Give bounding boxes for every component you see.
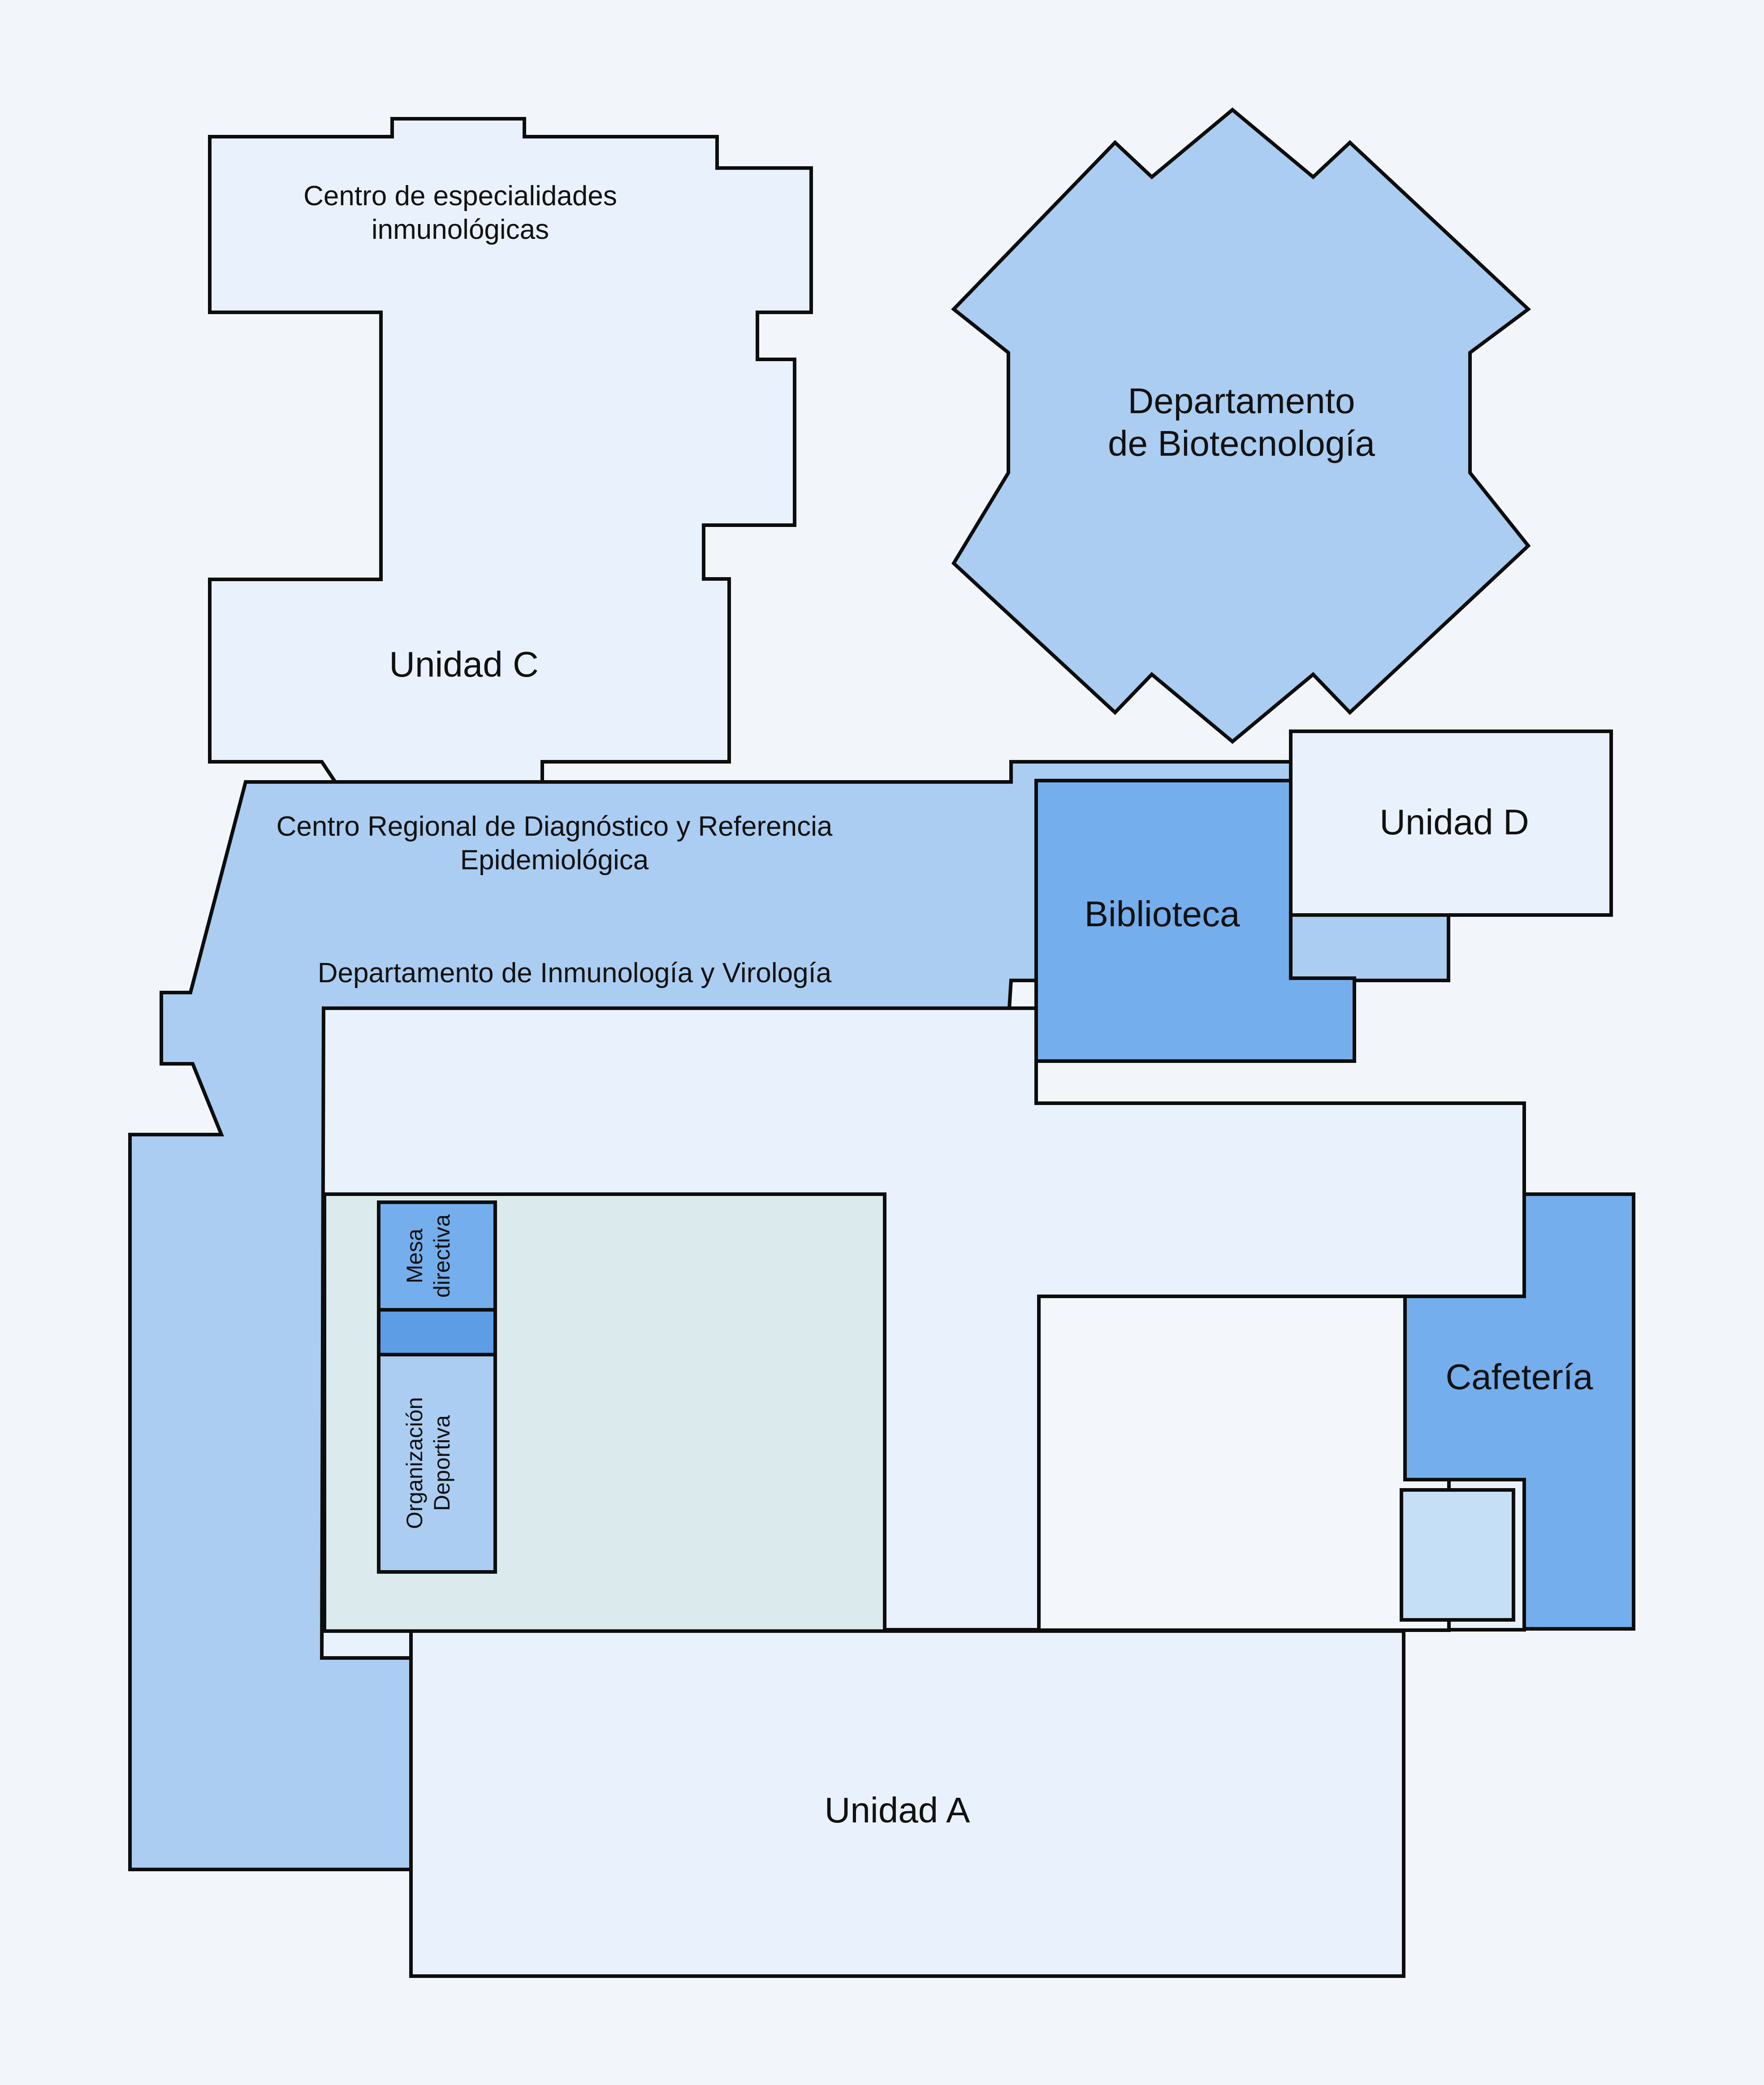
mesa-directiva-room[interactable] xyxy=(377,1200,497,1312)
biotecnologia-building[interactable] xyxy=(951,107,1531,744)
inmunologia-virologia-label: Departamento de Inmunología y Virología xyxy=(318,958,832,989)
unidad-c-label: Unidad C xyxy=(389,644,539,684)
unidad-c-wing-label-line2: inmunológicas xyxy=(372,214,549,245)
white-room[interactable] xyxy=(1037,1295,1451,1632)
unidad-c-building[interactable] xyxy=(208,117,813,784)
centro-regional-label-line1: Centro Regional de Diagnóstico y Referen… xyxy=(277,811,833,842)
organizacion-deportiva-room[interactable] xyxy=(377,1353,497,1574)
biblioteca-label: Biblioteca xyxy=(1085,894,1240,934)
biblioteca-building[interactable] xyxy=(1034,779,1356,1063)
cafeteria-label: Cafetería xyxy=(1445,1357,1593,1397)
organizacion-deportiva-label-line1: Organización xyxy=(402,1397,427,1529)
cafeteria-building[interactable] xyxy=(1403,1192,1635,1631)
biotecnologia-label-line1: Departamento xyxy=(1128,381,1355,421)
mesa-directiva-label-line1: Mesa xyxy=(402,1229,427,1283)
mesa-directiva-label-line2: directiva xyxy=(429,1214,454,1298)
unidad-c-wing-label-line1: Centro de especialidades xyxy=(303,181,617,212)
organizacion-deportiva-label-line2: Deportiva xyxy=(429,1415,454,1511)
unidad-d-label: Unidad D xyxy=(1379,802,1529,842)
unidad-d-building[interactable] xyxy=(1289,730,1613,917)
biotecnologia-label-line2: de Biotecnología xyxy=(1108,423,1375,463)
centro-regional-label-line2: Epidemiológica xyxy=(460,845,649,876)
unidad-a-building[interactable] xyxy=(409,1629,1405,1978)
small-room[interactable] xyxy=(1400,1488,1515,1622)
corridor-segment xyxy=(377,1308,497,1356)
unidad-a-label: Unidad A xyxy=(825,1790,970,1830)
